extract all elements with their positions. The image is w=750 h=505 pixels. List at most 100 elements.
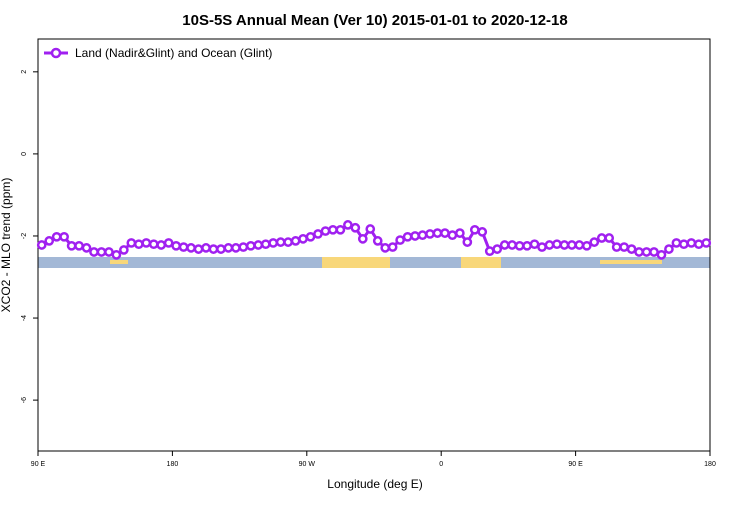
legend-label: Land (Nadir&Glint) and Ocean (Glint) xyxy=(75,46,272,60)
data-point xyxy=(425,229,435,239)
data-point xyxy=(89,247,99,257)
x-tick-label: 90 E xyxy=(568,461,583,468)
data-point xyxy=(253,240,264,250)
data-point xyxy=(462,237,473,247)
y-axis-label: XCO2 - MLO trend (ppm) xyxy=(0,178,13,313)
data-point xyxy=(604,233,615,243)
x-axis-label: Longitude (deg E) xyxy=(327,477,422,491)
data-point xyxy=(260,239,271,250)
data-point xyxy=(343,220,353,230)
chart-title: 10S-5S Annual Mean (Ver 10) 2015-01-01 t… xyxy=(182,12,567,29)
data-point xyxy=(201,243,211,253)
data-point xyxy=(268,238,279,248)
data-point xyxy=(328,224,338,235)
data-point xyxy=(469,224,480,235)
data-point xyxy=(119,245,129,255)
data-point xyxy=(44,236,55,246)
data-point xyxy=(402,231,413,242)
data-point xyxy=(156,240,167,250)
x-tick-label: 90 E xyxy=(31,461,46,468)
data-point xyxy=(74,240,84,251)
data-point xyxy=(96,247,107,257)
x-tick-label: 180 xyxy=(167,461,179,468)
data-point xyxy=(290,236,301,246)
map-strip xyxy=(38,257,710,268)
data-point xyxy=(514,240,525,251)
y-tick-label: 2 xyxy=(21,70,28,74)
data-point xyxy=(36,240,47,250)
data-point xyxy=(656,249,667,260)
data-point xyxy=(178,242,189,252)
data-point xyxy=(163,238,174,248)
data-point xyxy=(133,239,144,250)
data-point xyxy=(320,226,331,236)
data-point xyxy=(589,237,600,247)
data-point xyxy=(544,240,555,250)
data-point xyxy=(477,227,488,237)
data-point xyxy=(81,243,92,253)
data-point xyxy=(679,239,689,250)
x-tick-label: 0 xyxy=(439,461,443,468)
data-point xyxy=(611,242,622,252)
land-strip xyxy=(600,260,662,264)
y-tick-label: -2 xyxy=(21,233,28,239)
data-point xyxy=(671,238,682,248)
data-point xyxy=(59,231,69,242)
data-point xyxy=(51,231,62,242)
data-point xyxy=(664,244,674,254)
data-point xyxy=(417,230,428,241)
data-point xyxy=(619,242,629,252)
data-point xyxy=(641,247,652,257)
data-point xyxy=(238,242,249,252)
data-point xyxy=(357,233,368,244)
data-point xyxy=(455,228,465,238)
data-point xyxy=(499,240,510,250)
data-point xyxy=(350,222,361,233)
data-point xyxy=(208,244,219,254)
data-point xyxy=(216,244,226,254)
data-point xyxy=(380,243,391,253)
x-tick-label: 180 xyxy=(704,461,716,468)
data-point xyxy=(649,247,659,257)
y-tick-label: 0 xyxy=(21,152,28,156)
data-point xyxy=(522,240,532,251)
land-strip xyxy=(461,257,501,268)
legend-marker xyxy=(50,47,62,59)
data-point xyxy=(492,244,503,254)
data-point xyxy=(171,240,181,251)
data-point xyxy=(574,240,585,250)
data-point xyxy=(447,230,458,241)
data-point xyxy=(66,240,77,251)
data-point xyxy=(581,240,592,251)
data-point xyxy=(148,239,159,250)
data-point xyxy=(104,247,114,257)
data-point xyxy=(693,239,704,250)
data-point xyxy=(552,239,562,250)
data-point xyxy=(193,244,204,254)
data-point xyxy=(634,247,644,257)
data-point xyxy=(111,249,122,260)
land-strip xyxy=(322,257,390,268)
data-point xyxy=(559,240,570,250)
data-point xyxy=(298,233,308,244)
data-point xyxy=(484,246,495,257)
data-point xyxy=(410,231,420,241)
data-point xyxy=(283,237,293,247)
data-point xyxy=(275,237,286,247)
data-point xyxy=(223,243,234,253)
land-strip xyxy=(110,260,128,264)
data-point xyxy=(372,236,383,246)
data-point xyxy=(305,231,316,242)
data-point xyxy=(245,240,256,251)
data-point xyxy=(567,240,577,250)
data-point xyxy=(313,229,323,239)
data-point xyxy=(596,233,607,243)
data-point xyxy=(529,239,540,250)
data-point xyxy=(387,242,398,252)
data-point xyxy=(186,243,196,253)
y-tick-label: -6 xyxy=(21,397,28,403)
data-point xyxy=(507,240,517,250)
data-point xyxy=(141,238,152,248)
data-point xyxy=(432,228,443,238)
